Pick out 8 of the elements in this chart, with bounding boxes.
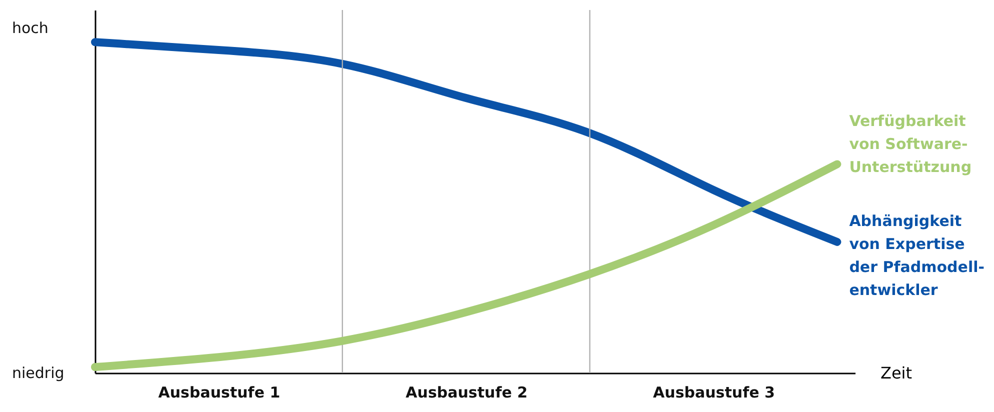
x-tick-label: Ausbaustufe 3 xyxy=(653,384,775,402)
text: hoch xyxy=(12,19,48,38)
text: niedrig xyxy=(12,364,64,382)
x-axis-title: Zeit xyxy=(880,364,912,382)
x-tick-label: Ausbaustufe 1 xyxy=(158,384,280,402)
series-label: Verfügbarkeit von Software- Unterstützung xyxy=(849,112,972,176)
x-tick-label: Ausbaustufe 2 xyxy=(406,384,528,402)
series-label: Abhängigkeit von Expertise der Pfadmodell- entwickler xyxy=(849,212,984,299)
